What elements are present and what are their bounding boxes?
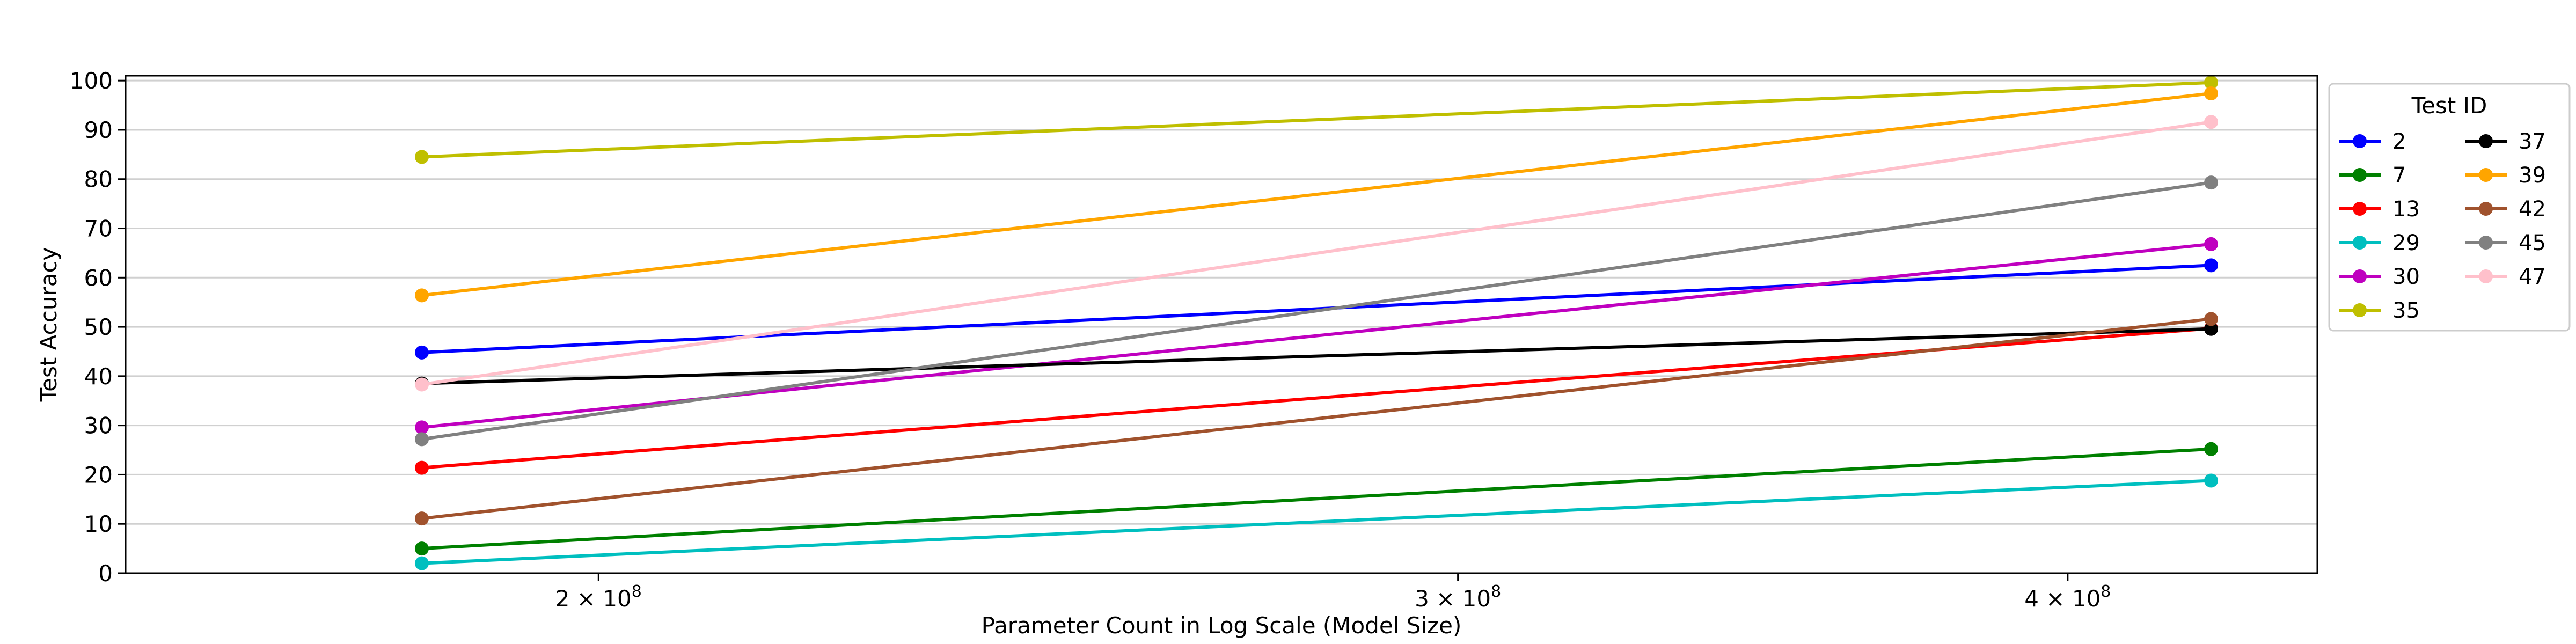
series-line (421, 80, 2212, 159)
y-tick-label: 50 (84, 314, 113, 340)
data-point (414, 377, 429, 392)
legend-entry-47: 47 (2465, 265, 2546, 289)
y-tick-label: 80 (84, 166, 113, 193)
data-point (2204, 312, 2219, 326)
legend-box (2328, 83, 2571, 332)
data-point (414, 150, 429, 164)
legend-swatch-marker (2479, 168, 2493, 182)
legend-label: 47 (2519, 265, 2546, 289)
legend-label: 30 (2392, 265, 2420, 289)
legend-entry-30: 30 (2339, 265, 2420, 289)
legend-entry-2: 2 (2339, 129, 2406, 154)
data-point (2204, 237, 2219, 251)
series-line (421, 327, 2212, 385)
legend-label: 35 (2392, 298, 2420, 323)
data-point (2204, 175, 2219, 190)
data-point (2204, 75, 2219, 90)
data-point (414, 511, 429, 526)
series-line (421, 120, 2212, 386)
legend-entry-29: 29 (2339, 231, 2420, 255)
legend-entry-13: 13 (2339, 197, 2420, 222)
legend-entry-45: 45 (2465, 231, 2546, 255)
legend-swatch-marker (2353, 134, 2367, 148)
data-point (414, 541, 429, 556)
series-35 (414, 75, 2219, 164)
series-37 (414, 321, 2219, 391)
y-tick-label: 100 (70, 68, 113, 94)
legend-entry-42: 42 (2465, 197, 2546, 222)
series-line (421, 447, 2212, 551)
data-point (2204, 473, 2219, 488)
data-point (414, 345, 429, 360)
x-tick-label: 3 × 108 (1415, 582, 1501, 612)
legend-entry-39: 39 (2465, 163, 2546, 188)
y-tick-label: 20 (84, 462, 113, 488)
legend-label: 45 (2519, 231, 2546, 255)
x-tick-label: 2 × 108 (555, 582, 642, 612)
legend-swatch-marker (2353, 269, 2367, 283)
legend-entry-37: 37 (2465, 129, 2546, 154)
data-point (2204, 258, 2219, 273)
y-tick-label: 0 (98, 560, 113, 587)
legend-entry-7: 7 (2339, 163, 2406, 188)
y-axis-title: Test Accuracy (35, 247, 62, 402)
series-line (421, 181, 2212, 441)
legend-entry-35: 35 (2339, 298, 2420, 323)
legend-swatch-marker (2479, 269, 2493, 283)
legend-title: Test ID (2411, 92, 2487, 119)
series-45 (414, 175, 2219, 447)
x-axis-title: Parameter Count in Log Scale (Model Size… (982, 612, 1462, 639)
y-tick-label: 90 (84, 117, 113, 143)
legend-swatch-marker (2353, 168, 2367, 182)
legend-swatch-marker (2353, 303, 2367, 317)
legend-label: 37 (2519, 129, 2546, 154)
legend-swatch-marker (2479, 202, 2493, 216)
plot-area-frame (125, 75, 2318, 574)
legend: Test ID 2 7 13 29 30 35 37 39 42 45 47 (2328, 83, 2571, 332)
series-39 (414, 86, 2219, 303)
y-tick-label: 60 (84, 265, 113, 291)
data-point (2204, 321, 2219, 336)
series-line (421, 317, 2212, 521)
data-point (414, 556, 429, 570)
y-tick-label: 40 (84, 363, 113, 390)
x-tick-label: 4 × 108 (2024, 582, 2111, 612)
series-lines (414, 75, 2219, 570)
y-tick-label: 70 (84, 216, 113, 242)
legend-swatch-marker (2479, 134, 2493, 148)
legend-label: 39 (2519, 163, 2546, 188)
series-7 (414, 442, 2219, 556)
series-42 (414, 312, 2219, 526)
x-axis-ticks: 2 × 108 3 × 108 4 × 108 (555, 573, 2111, 612)
grid-lines (126, 79, 2317, 574)
legend-swatch-marker (2479, 236, 2493, 250)
data-point (2204, 86, 2219, 101)
series-line (421, 92, 2212, 297)
legend-label: 42 (2519, 197, 2546, 222)
series-line (421, 264, 2212, 354)
data-point (2204, 442, 2219, 456)
y-axis-ticks: 0 10 20 30 40 50 60 70 80 90 100 (70, 68, 126, 587)
legend-label: 2 (2392, 129, 2406, 154)
legend-label: 7 (2392, 163, 2406, 188)
data-point (414, 288, 429, 303)
series-47 (414, 115, 2219, 392)
y-tick-label: 30 (84, 413, 113, 439)
series-2 (414, 258, 2219, 360)
legend-label: 29 (2392, 231, 2420, 255)
y-tick-label: 10 (84, 511, 113, 537)
data-point (2204, 115, 2219, 129)
data-point (414, 460, 429, 475)
legend-label: 13 (2392, 197, 2420, 222)
legend-swatch-marker (2353, 236, 2367, 250)
legend-swatch-marker (2353, 202, 2367, 216)
data-point (414, 420, 429, 435)
series-29 (414, 473, 2219, 570)
series-line (421, 479, 2212, 565)
data-point (414, 432, 429, 447)
